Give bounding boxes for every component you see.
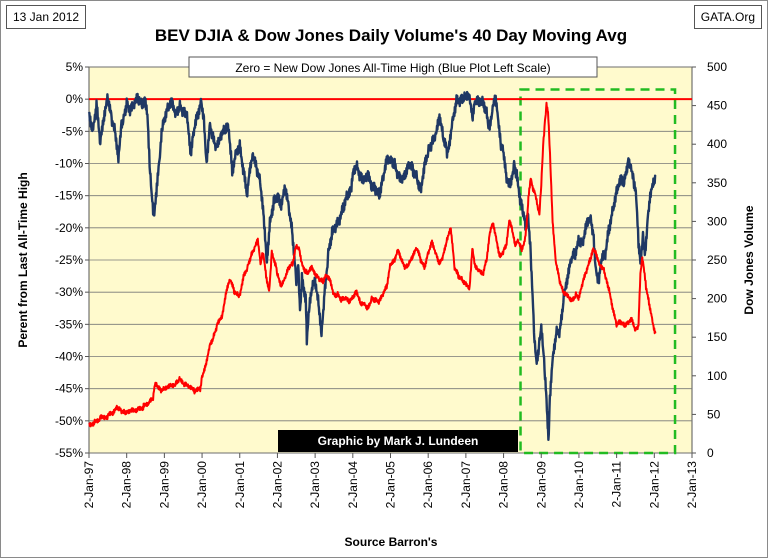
credit-text: Graphic by Mark J. Lundeen bbox=[318, 434, 479, 448]
x-tick-label: 2-Jan-09 bbox=[534, 461, 548, 509]
chart-title: BEV DJIA & Dow Jones Daily Volume's 40 D… bbox=[155, 26, 627, 45]
highlight-region bbox=[519, 88, 677, 455]
x-tick-label: 2-Jan-97 bbox=[82, 461, 96, 509]
x-tick-label: 2-Jan-06 bbox=[421, 461, 435, 509]
x-tick-label: 2-Jan-07 bbox=[459, 461, 473, 509]
y-left-tick-label: 0% bbox=[66, 92, 84, 106]
x-tick-label: 2-Jan-04 bbox=[346, 461, 360, 509]
zero-note: Zero = New Dow Jones All-Time High (Blue… bbox=[235, 61, 550, 75]
series-layer bbox=[87, 90, 657, 441]
x-tick-label: 2-Jan-01 bbox=[233, 461, 247, 509]
y-right-tick-label: 100 bbox=[707, 369, 727, 383]
date-tag: 13 Jan 2012 bbox=[6, 5, 87, 29]
credit-box bbox=[278, 430, 518, 452]
y-right-tick-label: 300 bbox=[707, 214, 727, 228]
x-tick-label: 2-Jan-08 bbox=[497, 461, 511, 509]
x-tick-label: 2-Jan-02 bbox=[270, 461, 284, 509]
x-tick-label: 2-Jan-99 bbox=[157, 461, 171, 509]
y-left-tick-label: 5% bbox=[66, 60, 84, 74]
x-tick-label: 2-Jan-03 bbox=[308, 461, 322, 509]
y-left-tick-label: -15% bbox=[55, 189, 83, 203]
y-right-tick-label: 200 bbox=[707, 292, 727, 306]
y-right-tick-label: 400 bbox=[707, 137, 727, 151]
series-line-bev bbox=[87, 90, 657, 441]
y-left-tick-label: -10% bbox=[55, 157, 83, 171]
x-tick-label: 2-Jan-12 bbox=[647, 461, 661, 509]
y-right-tick-label: 500 bbox=[707, 60, 727, 74]
x-tick-label: 2-Jan-10 bbox=[572, 461, 586, 509]
x-tick-label: 2-Jan-98 bbox=[120, 461, 134, 509]
y-right-tick-label: 450 bbox=[707, 99, 727, 113]
y-right-tick-label: 350 bbox=[707, 176, 727, 190]
source-tag: GATA.Org bbox=[693, 5, 762, 29]
x-axis-label: Source Barron's bbox=[345, 535, 438, 549]
y-right-axis-label: Dow Jones Volume bbox=[742, 205, 756, 314]
y-left-tick-label: -35% bbox=[55, 317, 83, 331]
zero-note-box bbox=[188, 56, 598, 78]
y-right-tick-label: 150 bbox=[707, 330, 727, 344]
y-left-tick-label: -20% bbox=[55, 221, 83, 235]
x-tick-label: 2-Jan-00 bbox=[195, 461, 209, 509]
y-left-tick-label: -40% bbox=[55, 350, 83, 364]
y-right-tick-label: 250 bbox=[707, 253, 727, 267]
y-left-tick-label: -5% bbox=[62, 124, 84, 138]
series-line-volume bbox=[88, 101, 657, 428]
y-right-tick-label: 50 bbox=[707, 407, 721, 421]
x-tick-label: 2-Jan-11 bbox=[610, 461, 624, 508]
x-tick-label: 2-Jan-13 bbox=[685, 461, 699, 509]
y-left-tick-label: -45% bbox=[55, 382, 83, 396]
y-right-tick-label: 0 bbox=[707, 446, 714, 460]
x-tick-label: 2-Jan-05 bbox=[384, 461, 398, 509]
y-left-tick-label: -55% bbox=[55, 446, 83, 460]
y-left-tick-label: -25% bbox=[55, 253, 83, 267]
axes: 5% 0% -5% -10% -15% -20% -25% -30% -35% -40% -45% -… bbox=[55, 60, 727, 508]
y-left-axis-label: Perent from Last All-Time High bbox=[16, 172, 30, 347]
y-left-tick-label: -50% bbox=[55, 414, 83, 428]
highlight-box bbox=[519, 88, 677, 455]
y-left-tick-label: -30% bbox=[55, 285, 83, 299]
